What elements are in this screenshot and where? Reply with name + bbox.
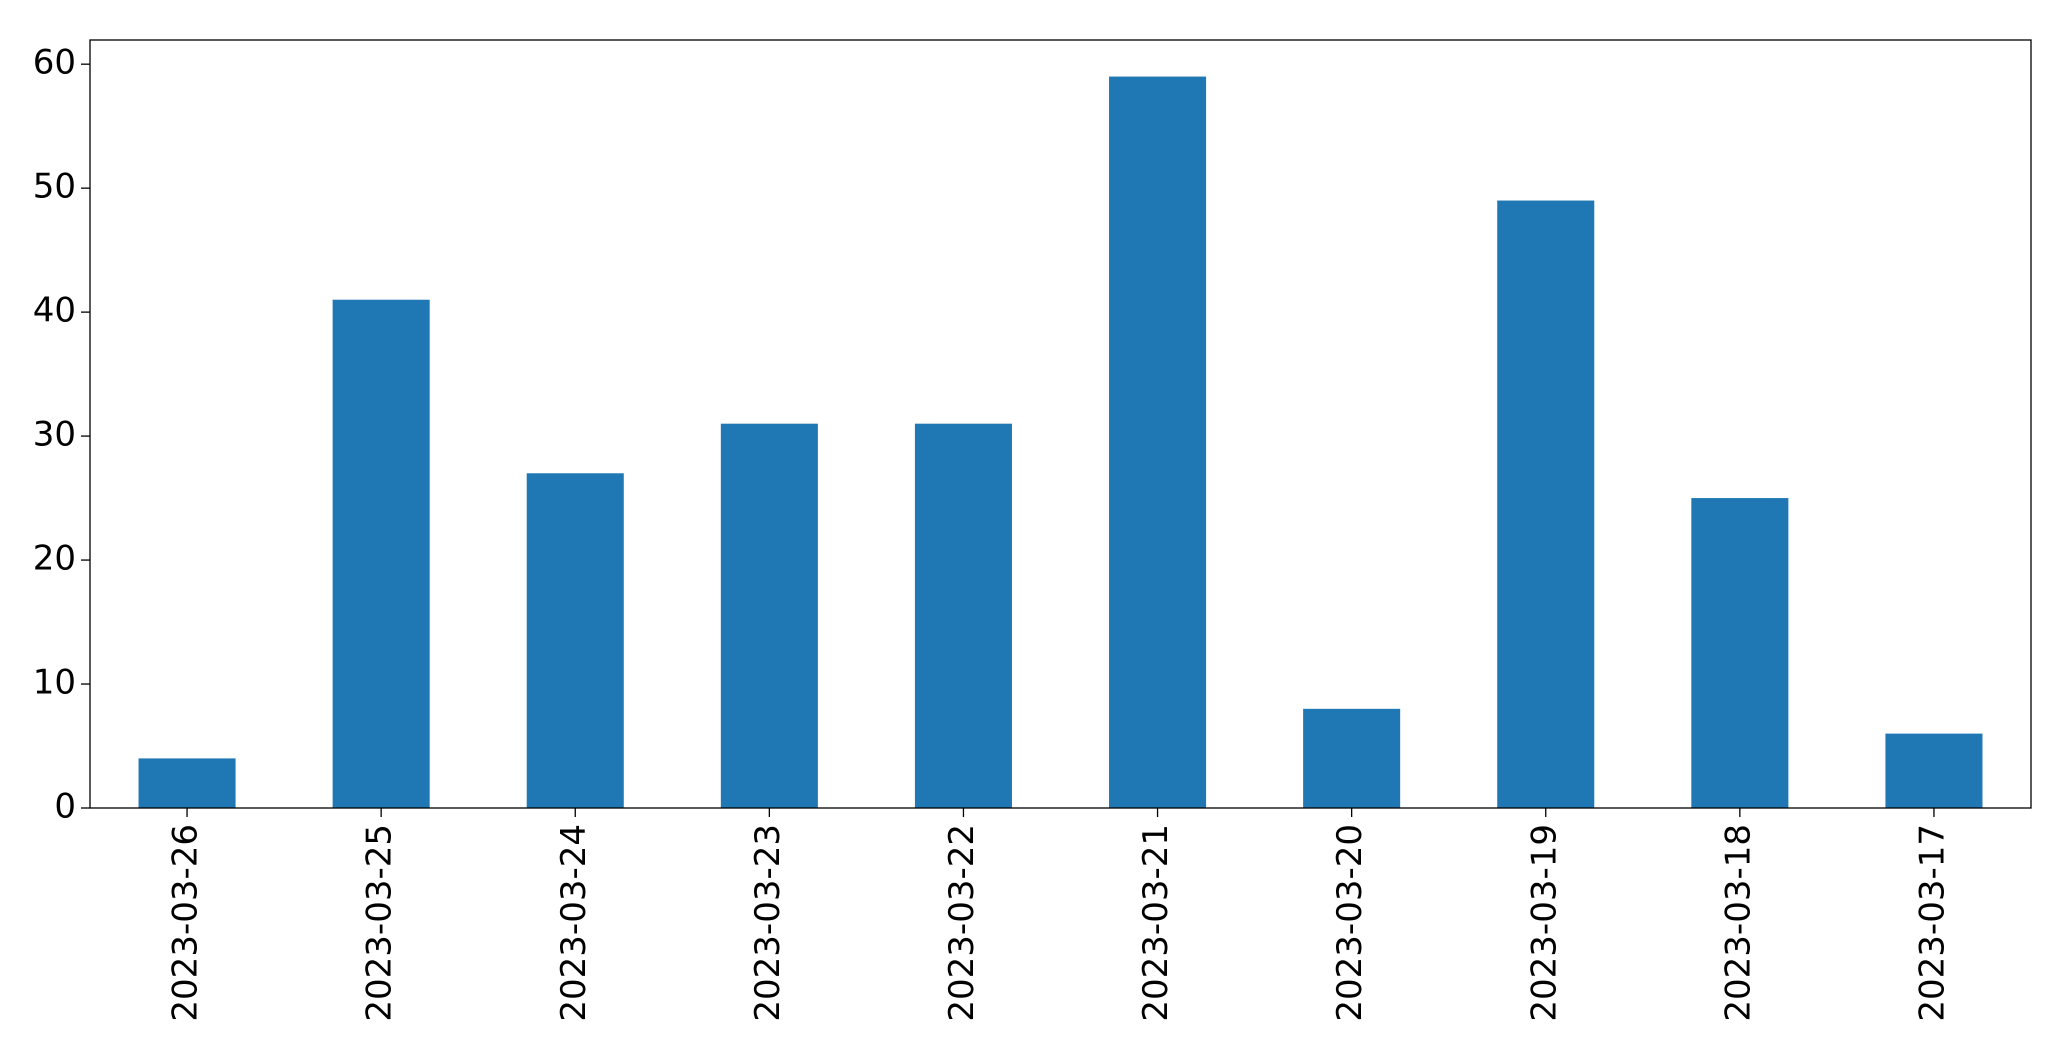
x-tick-label: 2023-03-24 [554,824,594,1022]
bar [138,758,236,808]
bar [720,423,818,808]
y-tick-label: 50 [33,167,76,207]
x-tick-label: 2023-03-18 [1718,824,1758,1022]
x-tick-label: 2023-03-26 [166,824,206,1022]
x-tick-label: 2023-03-21 [1136,824,1176,1022]
x-tick-label: 2023-03-25 [360,824,400,1022]
bar [1303,708,1401,808]
x-tick-label: 2023-03-22 [942,824,982,1022]
y-tick-label: 30 [33,415,76,455]
y-tick-label: 60 [33,43,76,83]
plot-frame [89,39,2032,809]
bar [332,299,430,808]
y-tick-label: 20 [33,539,76,579]
bar [1497,200,1595,809]
bar [1691,498,1789,808]
x-tick-label: 2023-03-23 [748,824,788,1022]
bar [914,423,1012,808]
bar [526,473,624,808]
bar [1109,76,1207,809]
y-tick-label: 40 [33,291,76,331]
x-tick-label: 2023-03-19 [1524,824,1564,1022]
x-tick-label: 2023-03-20 [1330,824,1370,1022]
y-tick-label: 10 [33,663,76,703]
bar [1885,733,1983,808]
x-tick-label: 2023-03-17 [1912,824,1952,1022]
y-tick-label: 0 [54,787,76,827]
